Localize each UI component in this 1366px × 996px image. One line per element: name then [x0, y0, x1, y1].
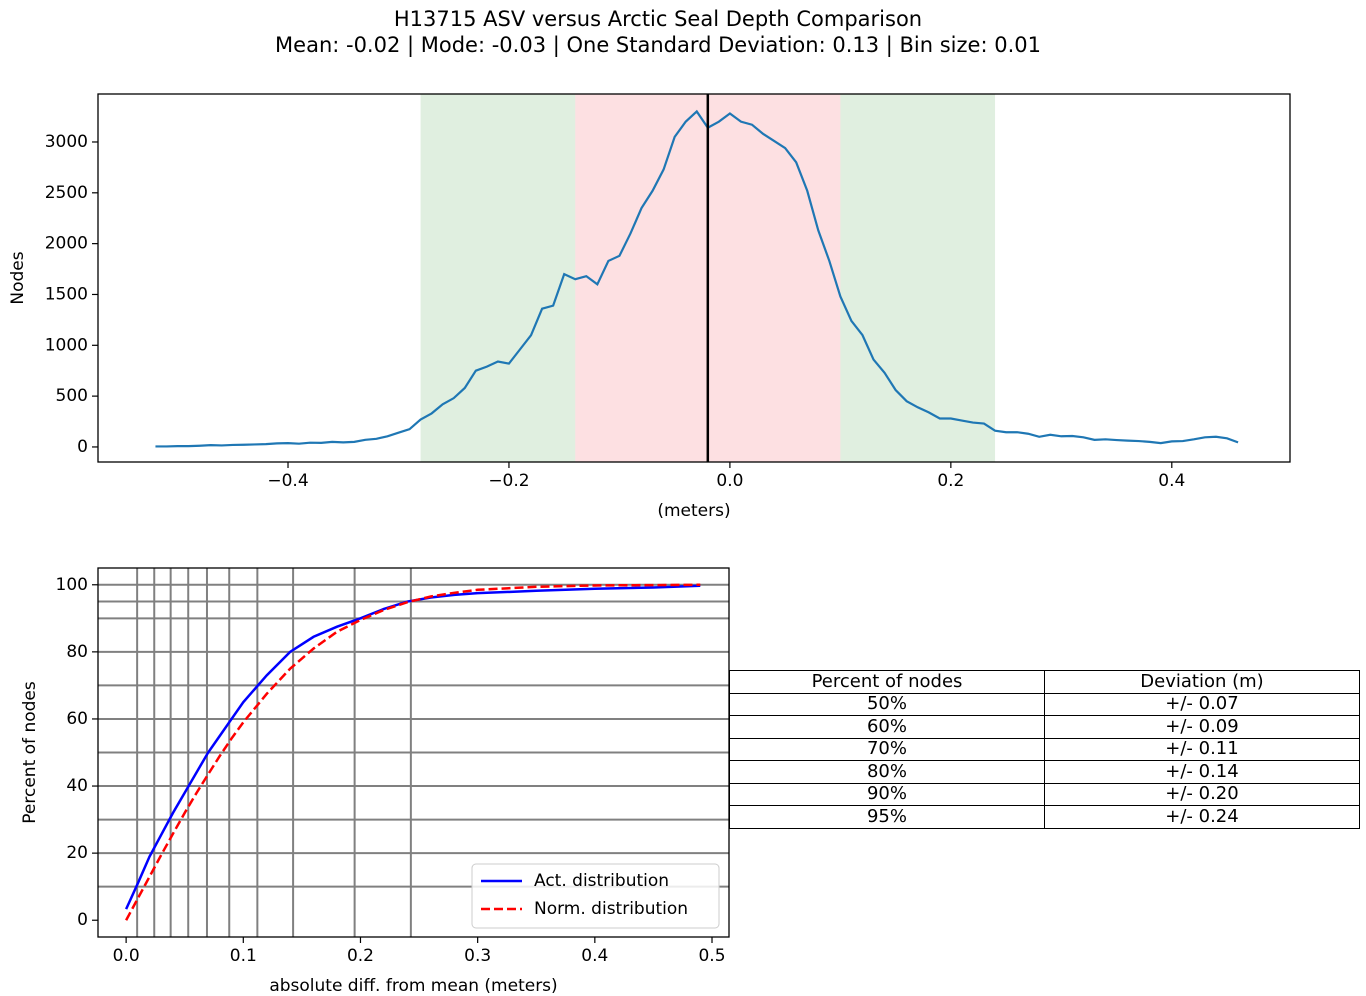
y-tick-label: 100 [56, 575, 88, 595]
table-cell: +/- 0.20 [1044, 782, 1360, 806]
x-tick-label: 0.3 [464, 946, 491, 966]
table-row: 90% +/- 0.20 [729, 782, 1360, 806]
y-tick-label: 3000 [45, 132, 88, 152]
table-cell: 50% [729, 692, 1045, 716]
y-tick-label: 80 [66, 642, 88, 662]
table-cell: 60% [729, 715, 1045, 739]
table-cell: 90% [729, 782, 1045, 806]
x-tick-label: 0.5 [698, 946, 725, 966]
table-row: 60% +/- 0.09 [729, 715, 1360, 739]
y-tick-label: 0 [77, 437, 88, 457]
x-tick-label: 0.2 [347, 946, 374, 966]
table-cell: 70% [729, 737, 1045, 761]
legend-label: Act. distribution [534, 871, 669, 891]
table-header: Percent of nodes Deviation (m) [729, 670, 1360, 694]
table-row: 50% +/- 0.07 [729, 692, 1360, 716]
table-cell: +/- 0.14 [1044, 760, 1360, 784]
x-tick-label: −0.2 [488, 471, 529, 491]
y-tick-label: 60 [66, 709, 88, 729]
table-cell: Percent of nodes [729, 670, 1045, 694]
chart-title: H13715 ASV versus Arctic Seal Depth Comp… [394, 7, 922, 31]
table-cell: 95% [729, 805, 1045, 829]
y-tick-label: 1500 [45, 284, 88, 304]
x-tick-label: 0.2 [937, 471, 964, 491]
table-row: 80% +/- 0.14 [729, 760, 1360, 784]
data-line [124, 584, 701, 910]
x-tick-label: 0.0 [716, 471, 743, 491]
data-line [155, 109, 1239, 448]
chart-subtitle: Mean: -0.02 | Mode: -0.03 | One Standard… [275, 33, 1041, 58]
y-axis-label: Nodes [8, 251, 28, 304]
table-cell: Deviation (m) [1044, 670, 1360, 694]
axes-frame [97, 93, 1291, 463]
y-tick-label: 0 [77, 910, 88, 930]
y-tick-label: 2000 [45, 234, 88, 254]
table-cell: +/- 0.11 [1044, 737, 1360, 761]
y-tick-label: 2500 [45, 183, 88, 203]
x-tick-label: 0.1 [230, 946, 257, 966]
x-tick-label: 0.4 [1158, 471, 1185, 491]
table-row: 95% +/- 0.24 [729, 805, 1360, 829]
legend-label: Norm. distribution [534, 899, 688, 919]
y-tick-label: 1000 [45, 335, 88, 355]
table-cell: +/- 0.07 [1044, 692, 1360, 716]
table-cell: 80% [729, 760, 1045, 784]
x-tick-label: 0.0 [113, 946, 140, 966]
table-row: 70% +/- 0.11 [729, 737, 1360, 761]
x-axis-label: absolute diff. from mean (meters) [269, 976, 557, 996]
x-tick-label: 0.4 [581, 946, 608, 966]
y-tick-label: 20 [66, 843, 88, 863]
data-line [125, 583, 701, 921]
y-axis-label: Percent of nodes [20, 681, 40, 824]
x-tick-label: −0.4 [267, 471, 308, 491]
deviation-table: Percent of nodes Deviation (m) 50% +/- 0.07… [729, 670, 1360, 829]
y-tick-label: 40 [66, 776, 88, 796]
legend-box [471, 863, 720, 929]
x-axis-label: (meters) [657, 501, 730, 521]
table-cell: +/- 0.09 [1044, 715, 1360, 739]
y-tick-label: 500 [56, 386, 88, 406]
table-cell: +/- 0.24 [1044, 805, 1360, 829]
